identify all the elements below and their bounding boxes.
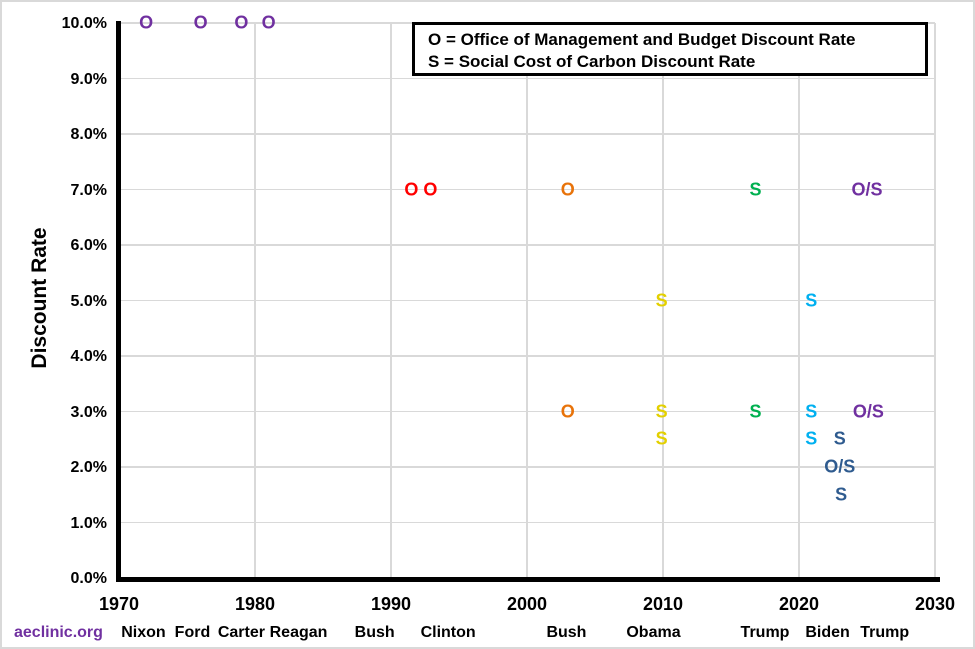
y-axis-tick-label: 8.0% [70,126,107,143]
gridline-vertical [662,23,664,578]
data-point-marker: O [139,12,154,33]
president-label-reagan: Reagan [269,624,328,641]
data-point-marker: S [805,428,818,449]
legend-box: O = Office of Management and Budget Disc… [412,22,928,76]
data-point-marker: O/S [824,456,856,477]
data-point-marker: O [404,178,419,199]
president-label-obama: Obama [626,624,681,641]
president-label-clinton: Clinton [420,624,476,641]
data-point-marker: O [193,12,208,33]
data-point-marker: S [749,178,762,199]
gridline-vertical [526,23,528,578]
data-point-marker: O [560,400,575,421]
y-axis-title: Discount Rate [28,227,51,369]
data-point-marker: O [234,12,249,33]
data-point-marker: S [655,289,668,310]
data-point-marker: O [560,178,575,199]
y-axis-tick-label: 3.0% [70,403,107,421]
gridline-vertical [934,23,936,578]
gridline-vertical [798,23,800,578]
y-axis-tick-label: 5.0% [70,292,107,310]
data-point-marker: O/S [852,400,884,421]
data-point-marker: O [423,178,438,199]
y-axis-tick-label: 7.0% [70,181,107,199]
y-axis-tick-label: 10.0% [61,15,107,32]
x-axis-line [116,577,940,582]
x-axis-tick-label: 2010 [642,594,684,614]
y-axis-tick-label: 4.0% [70,348,107,365]
y-axis-tick-label: 1.0% [70,514,107,532]
data-point-marker: O/S [851,178,883,199]
data-point-marker: S [805,400,818,421]
y-axis-tick-label: 9.0% [70,70,107,88]
gridline-vertical [390,23,392,578]
president-label-nixon: Nixon [121,624,166,641]
y-axis-line [116,21,121,582]
y-axis-tick-label: 2.0% [70,459,107,476]
president-label-bush: Bush [546,624,587,641]
y-axis-tick-label: 6.0% [70,237,107,254]
president-label-ford: Ford [174,624,211,641]
data-point-marker: S [655,428,668,449]
legend-entry-omb: O = Office of Management and Budget Disc… [428,30,856,49]
data-point-marker: O [261,12,276,33]
data-point-marker: S [835,484,848,505]
x-axis-tick-label: 1970 [98,594,140,614]
president-label-trump: Trump [740,624,790,641]
president-label-trump: Trump [860,624,910,641]
president-label-bush: Bush [354,624,395,641]
x-axis-tick-label: 1980 [234,594,276,614]
x-axis-tick-label: 2030 [914,594,956,614]
brand-watermark: aeclinic.org [14,624,103,641]
president-label-carter: Carter [217,624,265,641]
data-point-marker: S [749,400,762,421]
data-point-marker: S [805,289,818,310]
president-label-biden: Biden [805,624,850,641]
data-point-marker: S [833,428,846,449]
gridline-vertical [254,23,256,578]
data-point-marker: S [655,400,668,421]
legend-entry-scc: S = Social Cost of Carbon Discount Rate [428,52,756,71]
x-axis-tick-label: 2000 [506,594,548,614]
x-axis-tick-label: 1990 [370,594,412,614]
x-axis-tick-label: 2020 [778,594,820,614]
y-axis-tick-label: 0.0% [70,570,107,587]
